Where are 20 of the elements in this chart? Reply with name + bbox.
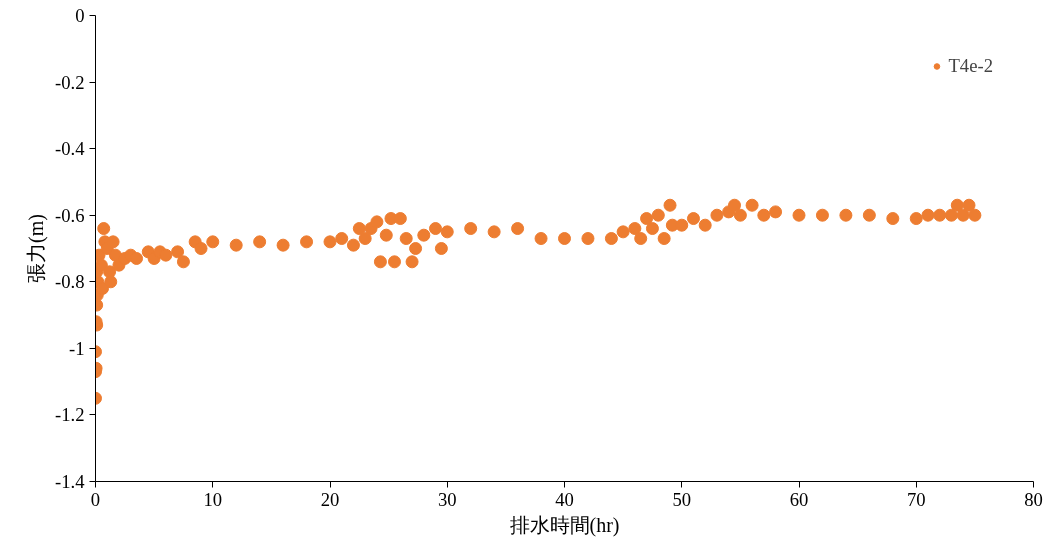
x-axis-title: 排水時間(hr) <box>509 513 620 537</box>
x-tick-label: 80 <box>1024 488 1043 510</box>
legend-label: T4e-2 <box>948 55 993 77</box>
y-axis-title: 張力(m) <box>24 214 48 283</box>
x-tick-label: 10 <box>203 488 223 510</box>
y-tick-label: -1.4 <box>54 471 86 492</box>
x-tick-label: 0 <box>90 488 101 510</box>
y-tick-label: 0 <box>75 5 85 26</box>
x-tick-label: 60 <box>789 488 809 510</box>
y-tick-label: -1 <box>68 337 85 359</box>
x-tick-label: 70 <box>906 488 926 510</box>
x-tick-label: 50 <box>672 488 692 510</box>
y-tick-label: -1.2 <box>54 404 85 426</box>
y-tick-label: -0.4 <box>54 138 86 160</box>
y-tick-label: -0.2 <box>54 71 85 93</box>
x-tick-label: 20 <box>320 488 340 510</box>
y-tick-label: -0.8 <box>54 271 85 293</box>
x-tick-label: 30 <box>437 488 457 510</box>
x-tick-label: 40 <box>555 488 574 510</box>
y-tick-label: -0.6 <box>54 204 85 226</box>
